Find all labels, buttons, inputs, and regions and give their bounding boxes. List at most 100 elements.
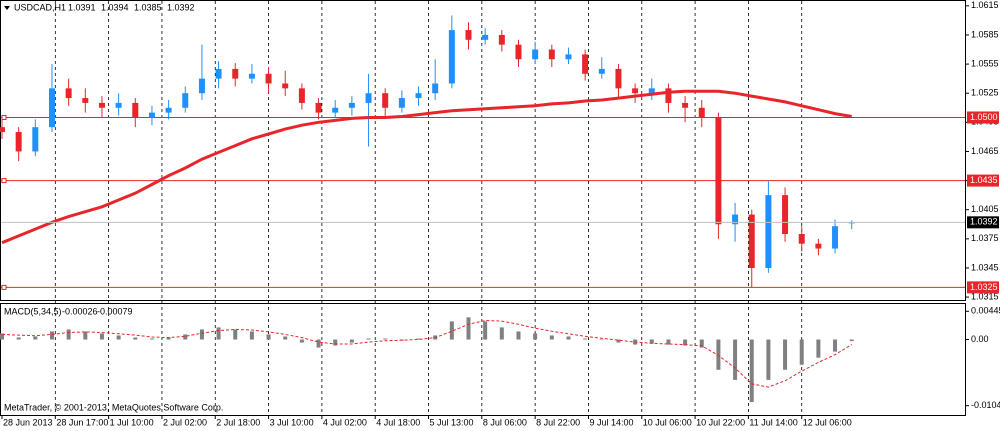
macd-bar bbox=[149, 338, 154, 340]
x-tick-label: 28 Jun 2013 bbox=[3, 417, 53, 427]
macd-bar bbox=[116, 335, 121, 340]
candle-body bbox=[782, 195, 789, 234]
macd-panel bbox=[0, 317, 854, 403]
x-tick-label: 10 Jul 22:00 bbox=[696, 417, 745, 427]
macd-bar bbox=[833, 339, 838, 352]
candle-body bbox=[582, 54, 589, 74]
macd-bar bbox=[249, 331, 254, 340]
candle-body bbox=[215, 68, 222, 79]
current-price-label: 1.0392 bbox=[970, 217, 998, 227]
candle-body bbox=[115, 102, 122, 108]
signal-value: -0.00079 bbox=[97, 306, 133, 316]
macd-bar bbox=[233, 329, 238, 340]
macd-bar bbox=[166, 337, 171, 340]
x-tick-label: 8 Jul 06:00 bbox=[483, 417, 527, 427]
candle-body bbox=[682, 102, 689, 108]
macd-value: -0.00026 bbox=[62, 306, 98, 316]
macd-bar bbox=[549, 335, 554, 340]
macd-bar bbox=[816, 339, 821, 358]
macd-bar bbox=[449, 321, 454, 340]
header-low: 1.0385 bbox=[134, 2, 162, 12]
y-tick-label: 1.0585 bbox=[971, 29, 999, 39]
x-tick-label: 12 Jul 06:00 bbox=[803, 417, 852, 427]
main-panel bbox=[0, 1, 965, 415]
macd-bar bbox=[599, 339, 604, 341]
candle-body bbox=[498, 34, 505, 45]
level-label: 1.0435 bbox=[970, 175, 998, 185]
level-label-box bbox=[967, 281, 999, 294]
x-tick-label: 10 Jul 06:00 bbox=[643, 417, 692, 427]
macd-bar bbox=[766, 339, 771, 380]
macd-bar bbox=[516, 331, 521, 340]
candle-body bbox=[815, 243, 822, 249]
header-open: 1.0391 bbox=[68, 2, 96, 12]
macd-bar bbox=[349, 339, 354, 343]
x-tick-label: 28 Jun 17:00 bbox=[56, 417, 108, 427]
macd-bar bbox=[533, 333, 538, 340]
macd-bar bbox=[299, 339, 304, 343]
macd-bar bbox=[499, 327, 504, 340]
candle-body bbox=[282, 83, 289, 89]
candle-body bbox=[182, 93, 189, 108]
macd-bar bbox=[266, 334, 271, 340]
candle-body bbox=[798, 233, 805, 244]
candle-body bbox=[48, 88, 55, 128]
menu-arrow[interactable] bbox=[4, 6, 10, 10]
y-tick-label: 1.0615 bbox=[971, 0, 999, 10]
candle-body bbox=[548, 49, 555, 60]
macd-bar bbox=[49, 331, 54, 340]
level-label-box bbox=[967, 111, 999, 124]
x-tick-label: 8 Jul 22:00 bbox=[536, 417, 580, 427]
candle-body bbox=[248, 73, 255, 79]
y-tick-label: 1.0465 bbox=[971, 146, 999, 156]
candle-body bbox=[648, 88, 655, 94]
macd-bar bbox=[333, 339, 338, 346]
candle-body bbox=[732, 214, 739, 225]
x-tick-label: 4 Jul 18:00 bbox=[376, 417, 420, 427]
macd-bar bbox=[666, 339, 671, 345]
macd-bar bbox=[16, 337, 21, 340]
macd-bar bbox=[199, 329, 204, 340]
macd-bar bbox=[283, 336, 288, 340]
macd-bar bbox=[466, 317, 471, 340]
macd-bar bbox=[583, 338, 588, 340]
macd-frame bbox=[0, 303, 966, 416]
candle-body bbox=[315, 102, 322, 113]
candle-body bbox=[0, 127, 5, 133]
y-tick-label: 0.00445 bbox=[971, 306, 1000, 316]
candle-body bbox=[365, 93, 372, 103]
x-tick-label: 2 Jul 02:00 bbox=[163, 417, 207, 427]
candle-body bbox=[32, 127, 39, 152]
candle-body bbox=[748, 214, 755, 268]
candle-body bbox=[382, 93, 389, 108]
candle-body bbox=[165, 107, 172, 113]
x-tick-label: 4 Jul 02:00 bbox=[323, 417, 367, 427]
macd-bar bbox=[616, 339, 621, 343]
macd-bar bbox=[799, 339, 804, 365]
macd-bar bbox=[0, 333, 4, 340]
macd-bar bbox=[316, 339, 321, 348]
y-tick-label: 1.0375 bbox=[971, 233, 999, 243]
macd-bar bbox=[416, 338, 421, 340]
candle-body bbox=[615, 68, 622, 89]
candle-body bbox=[265, 73, 272, 84]
x-tick-label: 9 Jul 14:00 bbox=[589, 417, 633, 427]
candle-body bbox=[132, 102, 139, 118]
x-tick-label: 11 Jul 14:00 bbox=[749, 417, 797, 427]
candle-body bbox=[832, 226, 839, 249]
macd-bar bbox=[366, 338, 371, 340]
y-tick-label: 1.0555 bbox=[971, 58, 999, 68]
candle-body bbox=[765, 195, 772, 268]
candle-body bbox=[82, 98, 89, 103]
y-tick-label: -0.01043 bbox=[971, 400, 1000, 410]
y-tick-label: 1.0405 bbox=[971, 204, 999, 214]
candle-body bbox=[148, 112, 155, 118]
candle-body bbox=[465, 30, 472, 40]
macd-bar bbox=[716, 339, 721, 370]
symbol-title: USDCAD,H1 bbox=[14, 2, 66, 12]
header-close: 1.0392 bbox=[167, 2, 195, 12]
macd-bar bbox=[649, 339, 654, 344]
macd-title: MACD(5,34,5) bbox=[4, 306, 62, 316]
candle-body bbox=[398, 98, 405, 108]
